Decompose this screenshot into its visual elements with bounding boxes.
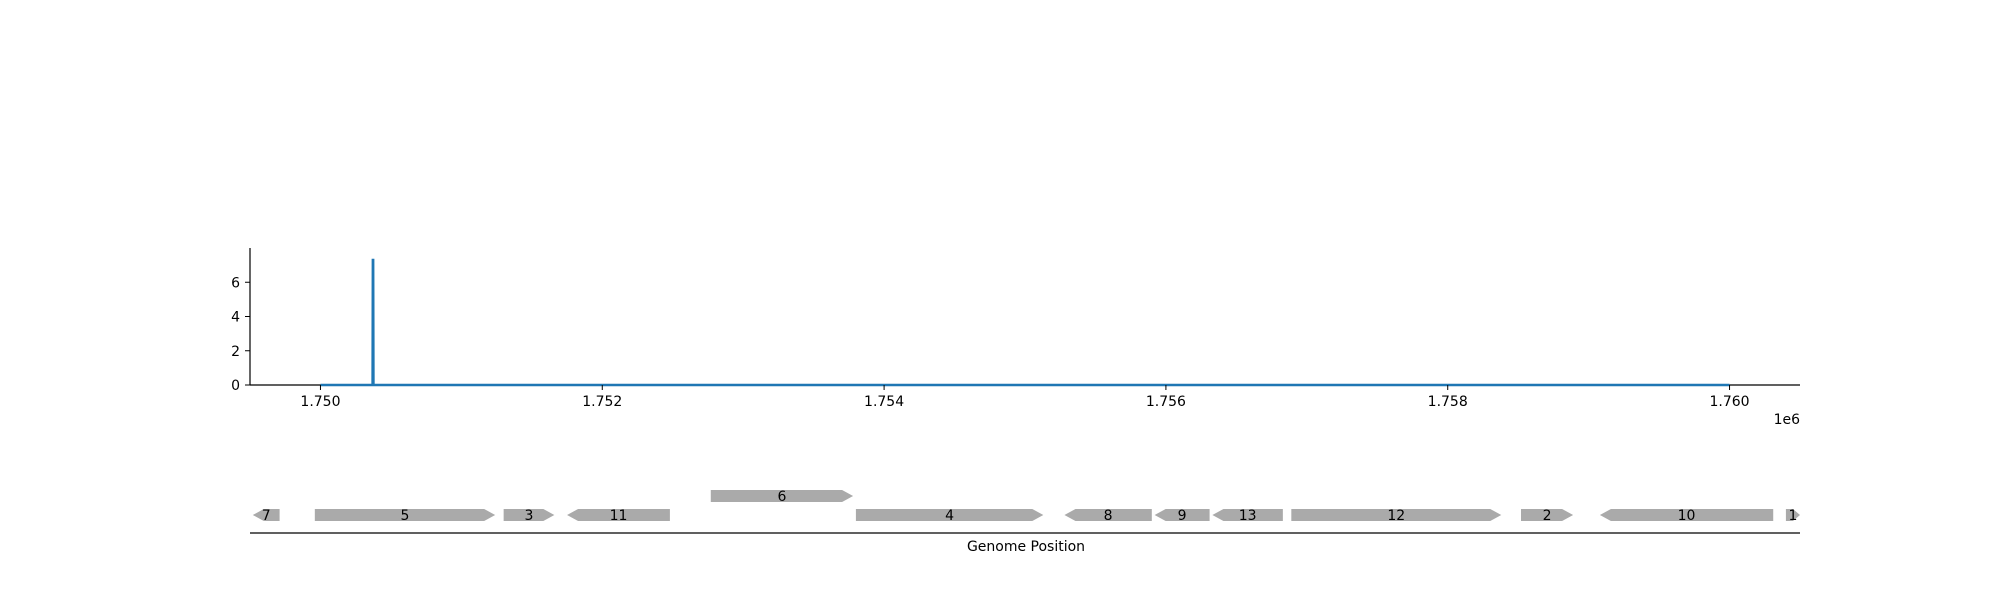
coverage-plot: 1.750 1.752 1.754 1.756 1.758 1.760 1e6 0 2 4 6 bbox=[231, 248, 1800, 428]
gene-label: 5 bbox=[401, 508, 410, 524]
gene-arrow bbox=[855, 509, 1044, 521]
gene-label: 3 bbox=[525, 508, 534, 524]
gene-arrow bbox=[1064, 509, 1152, 521]
y-tick-label: 2 bbox=[231, 344, 240, 360]
gene-label: 2 bbox=[1543, 508, 1552, 524]
gene-track-xlabel: Genome Position bbox=[967, 539, 1085, 555]
gene-label: 8 bbox=[1104, 508, 1113, 524]
gene-arrow bbox=[710, 490, 854, 502]
gene-label: 7 bbox=[262, 508, 271, 524]
x-tick-label: 1.756 bbox=[1146, 394, 1186, 410]
gene-label: 11 bbox=[610, 508, 628, 524]
coverage-series-line bbox=[320, 258, 1730, 387]
x-tick-label: 1.754 bbox=[864, 394, 904, 410]
gene-arrow bbox=[567, 509, 670, 521]
gene-label: 1 bbox=[1788, 508, 1797, 524]
gene-arrow bbox=[1212, 509, 1283, 521]
gene-arrow bbox=[1785, 509, 1800, 521]
gene-label: 9 bbox=[1178, 508, 1187, 524]
gene-label: 13 bbox=[1239, 508, 1257, 524]
x-tick-label: 1.750 bbox=[300, 394, 340, 410]
gene-label: 4 bbox=[945, 508, 954, 524]
x-tick-label: 1.758 bbox=[1428, 394, 1468, 410]
gene-label: 6 bbox=[777, 489, 786, 505]
x-offset-label: 1e6 bbox=[1774, 412, 1801, 428]
y-tick-label: 4 bbox=[231, 310, 240, 326]
y-tick-label: 6 bbox=[231, 275, 240, 291]
y-tick-label: 0 bbox=[231, 378, 240, 394]
gene-label: 12 bbox=[1387, 508, 1405, 524]
gene-label: 10 bbox=[1678, 508, 1696, 524]
x-tick-label: 1.752 bbox=[582, 394, 622, 410]
x-tick-label: 1.760 bbox=[1709, 394, 1749, 410]
gene-track: Genome Position 7 5 3 11 6 4 8 9 13 12 2 10 1 bbox=[250, 489, 1800, 555]
gene-arrow bbox=[503, 509, 555, 521]
gene-arrow bbox=[252, 509, 280, 521]
gene-arrow bbox=[1291, 509, 1502, 521]
gene-arrow bbox=[1154, 509, 1210, 521]
gene-arrow bbox=[1599, 509, 1774, 521]
gene-arrow bbox=[1521, 509, 1574, 521]
gene-arrow bbox=[314, 509, 496, 521]
